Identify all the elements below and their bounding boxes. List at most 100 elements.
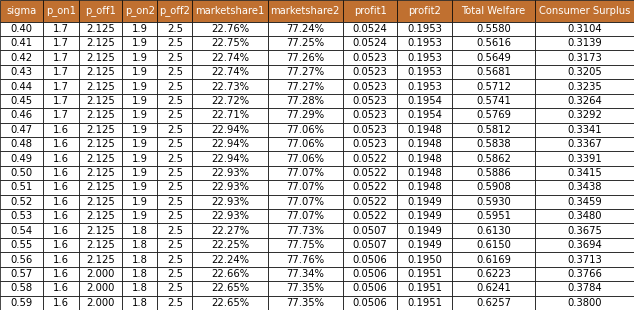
Text: marketshare1: marketshare1 — [195, 6, 265, 16]
Bar — [451, 51, 535, 65]
Bar — [0, 166, 44, 180]
Bar — [44, 0, 79, 22]
Text: 2.125: 2.125 — [86, 38, 115, 48]
Bar — [79, 295, 122, 310]
Bar — [192, 36, 268, 51]
Bar — [44, 224, 79, 238]
Bar — [451, 180, 535, 195]
Text: marketshare2: marketshare2 — [271, 6, 340, 16]
Bar — [157, 166, 192, 180]
Bar — [122, 224, 157, 238]
Bar — [451, 224, 535, 238]
Bar — [343, 65, 398, 79]
Text: 2.125: 2.125 — [86, 183, 115, 193]
Bar — [343, 195, 398, 209]
Text: 22.65%: 22.65% — [211, 298, 249, 308]
Text: 2.5: 2.5 — [167, 269, 183, 279]
Text: 0.5580: 0.5580 — [476, 24, 511, 34]
Text: 22.74%: 22.74% — [211, 67, 249, 77]
Text: 0.45: 0.45 — [11, 96, 33, 106]
Text: 2.125: 2.125 — [86, 153, 115, 164]
Bar — [79, 22, 122, 36]
Bar — [122, 209, 157, 224]
Text: 2.5: 2.5 — [167, 82, 183, 91]
Text: 22.94%: 22.94% — [211, 139, 249, 149]
Bar — [192, 238, 268, 252]
Bar — [343, 79, 398, 94]
Bar — [192, 137, 268, 151]
Text: 0.1950: 0.1950 — [407, 255, 442, 264]
Text: 2.5: 2.5 — [167, 67, 183, 77]
Bar — [122, 151, 157, 166]
Bar — [0, 252, 44, 267]
Bar — [44, 238, 79, 252]
Text: 22.66%: 22.66% — [211, 269, 249, 279]
Bar — [0, 238, 44, 252]
Bar — [0, 108, 44, 122]
Bar — [0, 122, 44, 137]
Text: 0.3784: 0.3784 — [567, 283, 602, 293]
Text: 77.24%: 77.24% — [287, 24, 324, 34]
Text: 0.3292: 0.3292 — [567, 110, 602, 120]
Bar — [122, 295, 157, 310]
Text: 22.24%: 22.24% — [211, 255, 249, 264]
Text: 0.0523: 0.0523 — [353, 53, 387, 63]
Text: 0.1953: 0.1953 — [407, 24, 442, 34]
Bar — [44, 65, 79, 79]
Bar — [122, 281, 157, 295]
Text: 77.35%: 77.35% — [287, 283, 324, 293]
Text: 2.5: 2.5 — [167, 226, 183, 236]
Bar — [398, 94, 451, 108]
Bar — [192, 166, 268, 180]
Text: 0.1954: 0.1954 — [407, 96, 442, 106]
Bar — [535, 295, 634, 310]
Bar — [451, 137, 535, 151]
Bar — [157, 79, 192, 94]
Bar — [122, 195, 157, 209]
Text: 0.5712: 0.5712 — [476, 82, 511, 91]
Bar — [343, 166, 398, 180]
Bar — [44, 108, 79, 122]
Text: 0.0523: 0.0523 — [353, 139, 387, 149]
Text: 0.5862: 0.5862 — [476, 153, 511, 164]
Bar — [0, 0, 44, 22]
Text: 1.9: 1.9 — [132, 96, 148, 106]
Text: 0.6130: 0.6130 — [476, 226, 511, 236]
Bar — [268, 224, 343, 238]
Text: 22.93%: 22.93% — [211, 211, 249, 221]
Bar — [268, 108, 343, 122]
Bar — [398, 122, 451, 137]
Bar — [268, 252, 343, 267]
Bar — [192, 224, 268, 238]
Bar — [79, 94, 122, 108]
Text: 0.51: 0.51 — [11, 183, 33, 193]
Bar — [268, 79, 343, 94]
Text: 2.5: 2.5 — [167, 96, 183, 106]
Bar — [122, 22, 157, 36]
Text: 22.94%: 22.94% — [211, 125, 249, 135]
Bar — [268, 295, 343, 310]
Text: 0.3438: 0.3438 — [567, 183, 602, 193]
Bar — [451, 151, 535, 166]
Text: 0.1948: 0.1948 — [407, 168, 442, 178]
Text: 1.6: 1.6 — [53, 125, 69, 135]
Text: 0.43: 0.43 — [11, 67, 33, 77]
Bar — [157, 295, 192, 310]
Bar — [343, 180, 398, 195]
Text: 0.3800: 0.3800 — [567, 298, 602, 308]
Text: 0.1953: 0.1953 — [407, 82, 442, 91]
Text: 2.125: 2.125 — [86, 67, 115, 77]
Text: 1.9: 1.9 — [132, 168, 148, 178]
Bar — [268, 209, 343, 224]
Text: 77.35%: 77.35% — [287, 298, 324, 308]
Bar — [398, 281, 451, 295]
Text: 0.54: 0.54 — [11, 226, 33, 236]
Text: 2.000: 2.000 — [86, 283, 115, 293]
Bar — [343, 122, 398, 137]
Text: 1.9: 1.9 — [132, 24, 148, 34]
Text: 0.1949: 0.1949 — [407, 226, 442, 236]
Bar — [192, 151, 268, 166]
Bar — [535, 36, 634, 51]
Text: 1.8: 1.8 — [132, 255, 148, 264]
Text: 0.57: 0.57 — [11, 269, 33, 279]
